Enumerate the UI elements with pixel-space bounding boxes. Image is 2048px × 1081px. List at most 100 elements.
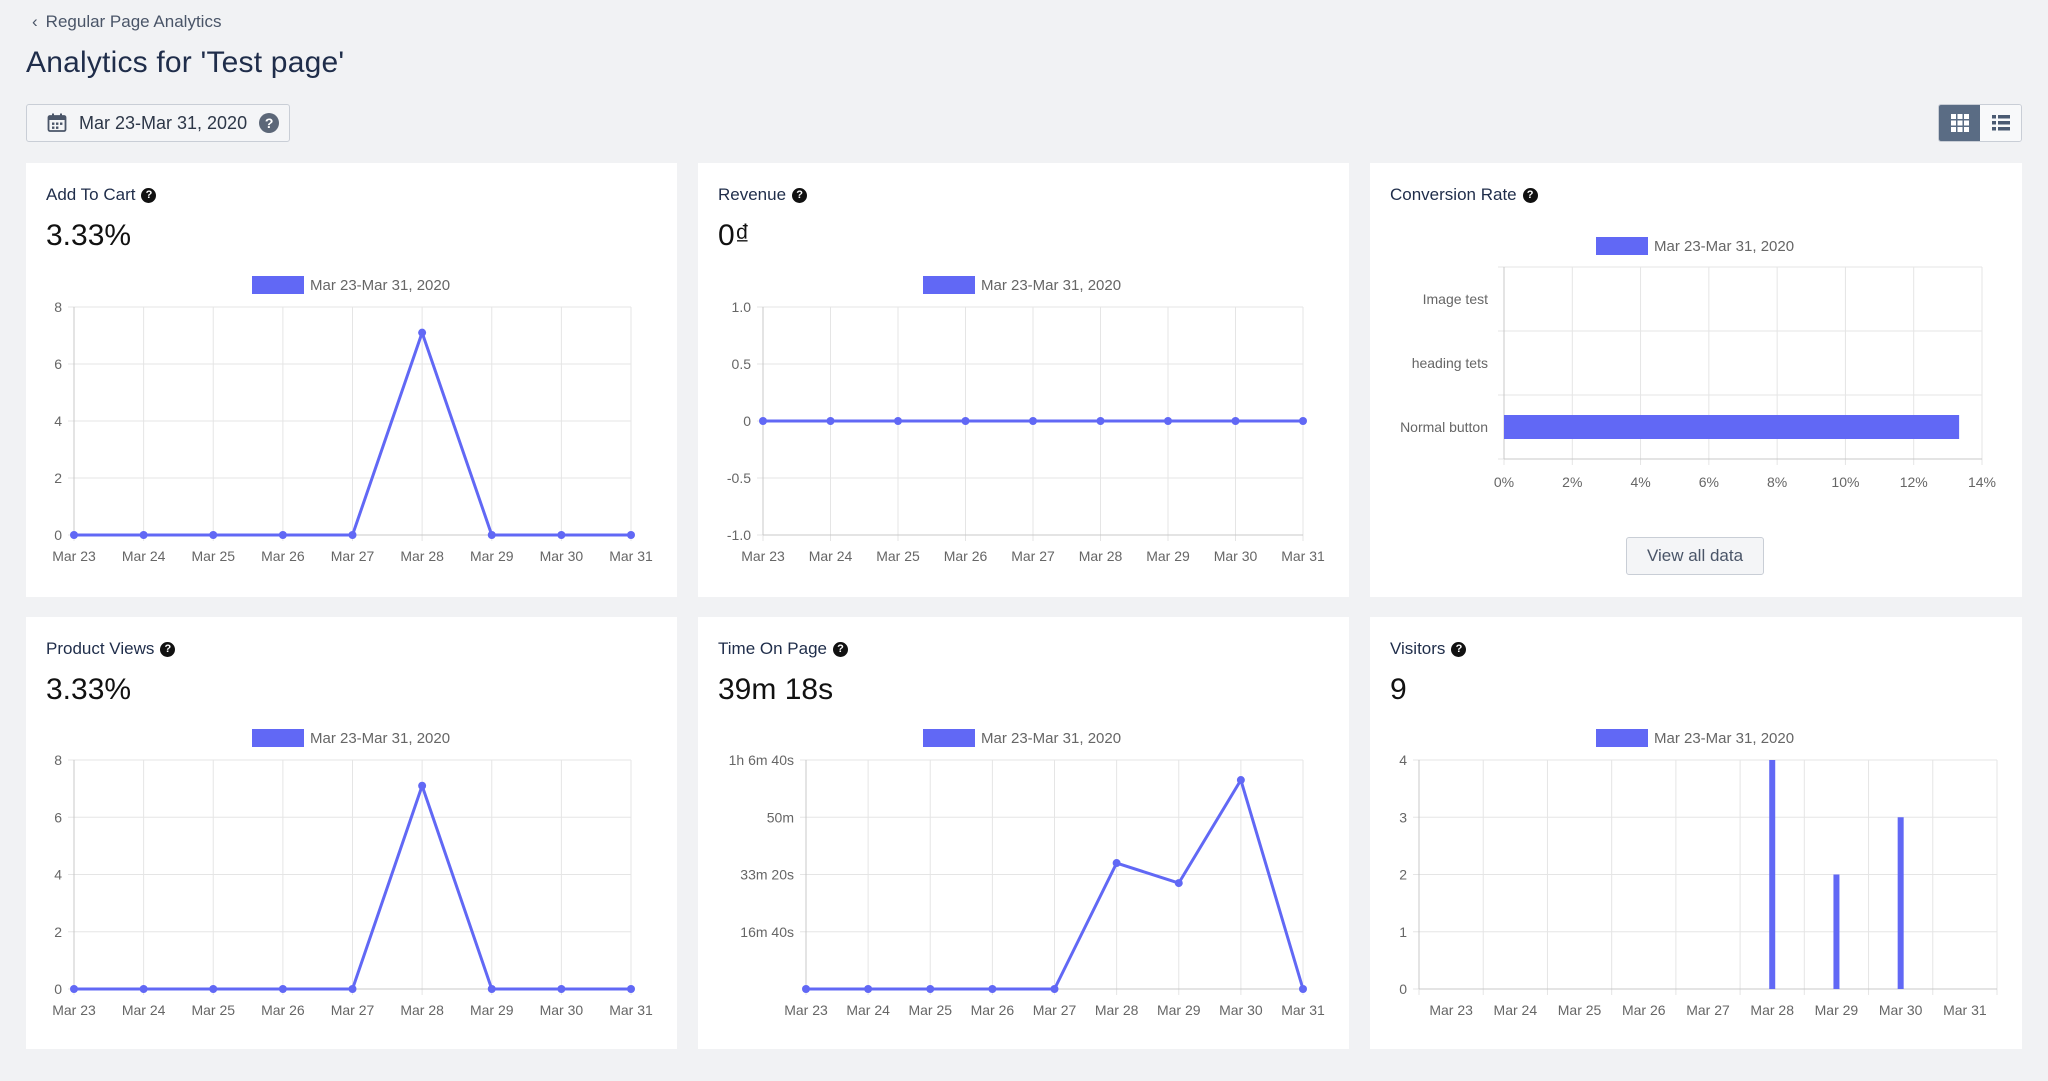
x-tick-label: Mar 27 (1011, 548, 1055, 564)
view-all-data-button[interactable]: View all data (1626, 537, 1764, 575)
bar (1769, 760, 1776, 989)
y-tick-label: Image test (1423, 291, 1488, 307)
x-tick-label: Mar 31 (609, 1002, 653, 1018)
help-icon[interactable]: ? (160, 641, 176, 657)
page-title: Analytics for 'Test page' (26, 46, 345, 79)
data-point (1164, 417, 1172, 425)
x-tick-label: Mar 27 (1033, 1002, 1077, 1018)
chart-legend[interactable]: Mar 23-Mar 31, 2020 (923, 729, 1121, 747)
help-icon[interactable]: ? (259, 113, 280, 133)
conversion-rate-card: Conversion Rate ? Mar 23-Mar 31, 2020 0%… (1370, 163, 2022, 597)
x-tick-label: Mar 24 (846, 1002, 890, 1018)
data-point (418, 328, 427, 337)
x-tick-label: Mar 31 (609, 548, 653, 564)
card-title-label: Add To Cart (46, 185, 136, 204)
x-tick-label: 12% (1900, 474, 1928, 490)
x-tick-label: 10% (1831, 474, 1859, 490)
data-point (894, 417, 902, 425)
data-point (557, 531, 566, 539)
help-icon[interactable]: ? (141, 187, 157, 203)
y-tick-label: -0.5 (727, 470, 751, 486)
conversion-rate-chart: 0% 2% 4% 6% 8% 10% 12% 14% Image test heading tet… (1400, 266, 1996, 490)
x-tick-label: Mar 25 (908, 1002, 952, 1018)
card-title-label: Time On Page (718, 639, 827, 658)
help-icon[interactable]: ? (1451, 641, 1467, 657)
x-tick-label: Mar 27 (331, 1002, 375, 1018)
legend-swatch (923, 729, 975, 747)
data-point (627, 531, 635, 539)
data-point (864, 985, 873, 993)
data-point (1236, 776, 1245, 785)
card-title: Revenue ? (718, 185, 808, 205)
time-on-page-card: Time On Page ? 39m 18s Mar 23-Mar 31, 20… (698, 617, 1349, 1049)
chart-legend[interactable]: Mar 23-Mar 31, 2020 (252, 729, 450, 747)
chart-legend[interactable]: Mar 23-Mar 31, 2020 (252, 276, 450, 294)
visitors-card: Visitors ? 9 Mar 23-Mar 31, 2020 0 1 2 3 4 Ma… (1370, 617, 2022, 1049)
date-range-picker[interactable]: Mar 23-Mar 31, 2020 ? (26, 104, 290, 142)
x-tick-label: Mar 30 (1214, 548, 1258, 564)
data-point (557, 985, 566, 993)
y-tick-label: 4 (1399, 752, 1407, 768)
chart-legend[interactable]: Mar 23-Mar 31, 2020 (1596, 729, 1794, 747)
y-tick-label: heading tets (1412, 355, 1488, 371)
legend-swatch (252, 729, 304, 747)
x-tick-label: 0% (1494, 474, 1514, 490)
revenue-chart: -1.0 -0.5 0 0.5 1.0 Mar 23 Mar 24 Mar 25 Mar 26 M… (727, 299, 1325, 564)
x-tick-label: Mar 24 (809, 548, 853, 564)
x-tick-label: 2% (1562, 474, 1582, 490)
x-tick-label: Mar 25 (191, 1002, 235, 1018)
data-point (826, 417, 835, 425)
data-point (926, 985, 935, 993)
data-point (487, 985, 496, 993)
data-point (802, 985, 810, 993)
x-tick-label: Mar 31 (1281, 1002, 1325, 1018)
x-tick-label: 14% (1968, 474, 1996, 490)
help-icon[interactable]: ? (1522, 187, 1538, 203)
y-tick-label: 8 (54, 299, 62, 315)
list-view-button[interactable] (1980, 105, 2021, 141)
legend-swatch (1596, 237, 1648, 255)
card-value: 39m 18s (718, 673, 834, 706)
bar (1833, 874, 1840, 989)
view-toggle (1938, 104, 2022, 142)
add-to-cart-card: Add To Cart ? 3.33% Mar 23-Mar 31, 2020 … (26, 163, 677, 597)
data-point (70, 531, 78, 539)
x-tick-label: Mar 28 (400, 1002, 444, 1018)
chevron-left-icon: ‹ (32, 12, 38, 31)
card-title: Product Views ? (46, 639, 176, 659)
help-icon[interactable]: ? (832, 641, 848, 657)
chart-legend[interactable]: Mar 23-Mar 31, 2020 (923, 276, 1121, 294)
card-value: 9 (1390, 673, 1407, 706)
card-value: 3.33% (46, 219, 132, 252)
x-tick-label: Mar 27 (1686, 1002, 1730, 1018)
grid-view-button[interactable] (1939, 105, 1980, 141)
x-tick-label: Mar 30 (540, 548, 584, 564)
y-tick-label: 2 (1399, 867, 1407, 883)
legend-label: Mar 23-Mar 31, 2020 (981, 729, 1122, 747)
data-point (209, 531, 218, 539)
x-tick-label: Mar 29 (1157, 1002, 1201, 1018)
x-tick-label: 8% (1767, 474, 1787, 490)
add-to-cart-chart: 0 2 4 6 8 Mar 23 Mar 24 Mar 25 Mar 26 Mar 27 Mar 2… (52, 299, 653, 564)
data-point (418, 781, 427, 790)
x-tick-label: Mar 26 (261, 548, 305, 564)
y-tick-label: 6 (54, 809, 62, 825)
y-tick-label: 6 (54, 356, 62, 372)
chart-legend[interactable]: Mar 23-Mar 31, 2020 (1596, 237, 1794, 255)
card-title-label: Conversion Rate (1390, 185, 1517, 204)
data-point (1299, 985, 1307, 993)
calendar-icon (47, 113, 67, 132)
x-tick-label: Mar 31 (1943, 1002, 1987, 1018)
legend-label: Mar 23-Mar 31, 2020 (310, 729, 451, 747)
x-tick-label: Mar 30 (1219, 1002, 1263, 1018)
card-title: Visitors ? (1390, 639, 1467, 659)
x-tick-label: Mar 24 (122, 1002, 166, 1018)
y-tick-label: 2 (54, 924, 62, 940)
x-tick-label: Mar 29 (470, 548, 514, 564)
date-range-label: Mar 23-Mar 31, 2020 (79, 112, 248, 133)
x-tick-label: Mar 24 (122, 548, 166, 564)
y-tick-label: 1 (1399, 924, 1407, 940)
x-tick-label: Mar 31 (1281, 548, 1325, 564)
breadcrumb-back-link[interactable]: ‹ Regular Page Analytics (32, 12, 221, 32)
help-icon[interactable]: ? (792, 187, 808, 203)
